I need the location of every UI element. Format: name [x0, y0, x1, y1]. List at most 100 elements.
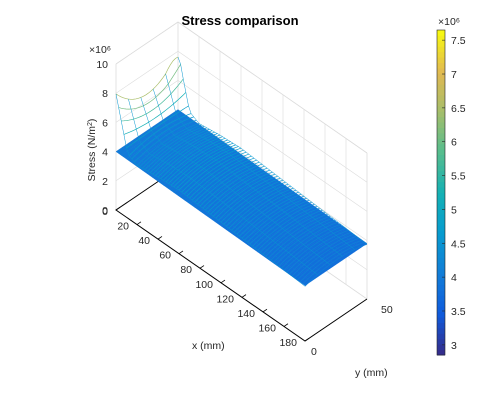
x-tick	[199, 265, 205, 269]
chart-title: Stress comparison	[181, 13, 298, 28]
mesh-line-x	[260, 209, 323, 253]
colorbar-segment	[437, 149, 445, 156]
colorbar-segment	[437, 317, 445, 323]
mesh-line-x	[236, 191, 299, 235]
colorbar-segment	[437, 73, 445, 80]
colorbar-segment	[437, 127, 445, 134]
x-axis-label: x (mm)	[192, 340, 225, 352]
mesh-line-x	[268, 215, 331, 259]
mesh-line-x	[228, 185, 291, 229]
colorbar-segment	[437, 170, 445, 177]
x-tick-label: 80	[180, 264, 192, 276]
mesh-line-x	[212, 173, 276, 217]
mesh-line-x	[118, 64, 181, 110]
mesh-line-x	[278, 223, 341, 267]
colorbar-segment	[437, 78, 445, 85]
colorbar-tick-label: 6.5	[451, 103, 466, 115]
colorbar-tick-label: 6	[451, 137, 457, 149]
x-tick	[262, 308, 268, 313]
colorbar-segment	[437, 344, 445, 351]
mesh-line-x	[170, 142, 234, 186]
mesh-line-x	[199, 163, 263, 207]
x-tick	[241, 294, 247, 298]
colorbar-segment	[437, 95, 445, 101]
surface-mesh	[115, 56, 368, 287]
x-tick	[115, 206, 121, 211]
colorbar-segment	[437, 311, 445, 318]
colorbar-segment	[437, 138, 445, 145]
x-tick	[220, 279, 226, 284]
x-tick	[178, 250, 184, 254]
mesh-line-x	[249, 201, 312, 245]
colorbar-segment	[437, 192, 445, 199]
colorbar-segment	[437, 284, 445, 291]
mesh-line-x	[254, 205, 318, 249]
mesh-line-y	[140, 97, 330, 265]
colorbar-segment	[437, 214, 445, 221]
colorbar-segment	[437, 176, 445, 183]
mesh-line-x	[115, 56, 179, 100]
mesh-line-x	[231, 187, 294, 231]
mesh-line-x	[186, 153, 249, 197]
colorbar-segment	[437, 273, 445, 280]
mesh-line-x	[157, 134, 221, 178]
mesh-line-x	[286, 229, 349, 273]
mesh-line-y	[152, 88, 343, 257]
colorbar-segment	[437, 105, 445, 112]
colorbar-segment	[437, 333, 445, 340]
colorbar-segment	[437, 143, 445, 150]
mesh-line-x	[207, 169, 270, 213]
mesh-line-x	[299, 239, 362, 283]
z-tick-label: 8	[102, 88, 108, 100]
colorbar-tick-label: 3	[451, 340, 457, 352]
mesh-line-x	[239, 193, 302, 237]
z-tick-label: 10	[96, 59, 108, 71]
x-tick	[304, 337, 310, 342]
mesh-line-x	[220, 179, 284, 223]
colorbar-exponent: ×10⁶	[438, 16, 460, 28]
mesh-line-y	[165, 73, 355, 250]
colorbar-segment	[437, 132, 445, 139]
mesh-line-x	[202, 165, 265, 209]
colorbar-segment	[437, 349, 445, 356]
colorbar-segment	[437, 241, 445, 248]
mesh-line-x	[189, 155, 252, 199]
colorbar-segment	[437, 197, 445, 204]
mesh-line-x	[296, 237, 360, 281]
mesh-line-x	[165, 139, 228, 183]
colorbar-segment	[437, 268, 445, 275]
colorbar-segment	[437, 62, 445, 69]
mesh-line-x	[176, 146, 239, 189]
mesh-line-x	[149, 130, 213, 173]
mesh-line-x	[131, 116, 194, 160]
colorbar-segment	[437, 225, 445, 231]
mesh-line-x	[289, 231, 352, 275]
x-tick-label: 0	[102, 206, 108, 218]
colorbar-segment	[437, 46, 445, 53]
mesh-line-x	[147, 128, 210, 172]
mesh-line-x	[244, 197, 307, 241]
mesh-line-x	[155, 133, 218, 176]
mesh-line-x	[247, 199, 310, 243]
mesh-line-y	[115, 93, 306, 287]
mesh-line-x	[226, 183, 289, 227]
colorbar-segment	[437, 181, 445, 188]
colorbar-segment	[437, 203, 445, 210]
colorbar-tick-label: 3.5	[451, 306, 466, 318]
mesh-line-x	[136, 123, 200, 166]
mesh-line-x	[121, 78, 184, 122]
mesh-line-x	[191, 157, 255, 201]
mesh-line-x	[163, 138, 226, 181]
colorbar-tick-label: 4.5	[451, 238, 466, 250]
mesh-line-x	[273, 219, 336, 263]
colorbar-segment	[437, 30, 445, 36]
mesh-line-x	[270, 217, 333, 261]
colorbar-segment	[437, 246, 445, 253]
colorbar-segment	[437, 51, 445, 58]
z-axis-label: Stress (N/m2)	[86, 119, 98, 182]
mesh-line-x	[173, 144, 236, 188]
mesh-line-x	[283, 227, 347, 271]
mesh-line-x	[142, 126, 205, 169]
colorbar-segment	[437, 322, 445, 329]
colorbar-segment	[437, 230, 445, 237]
